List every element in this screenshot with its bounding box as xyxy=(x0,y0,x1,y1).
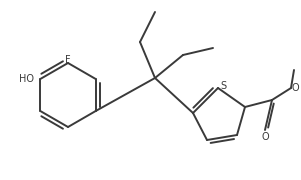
Text: O: O xyxy=(261,132,269,142)
Text: O: O xyxy=(292,83,299,93)
Text: S: S xyxy=(220,81,226,91)
Text: F: F xyxy=(65,55,71,65)
Text: HO: HO xyxy=(19,74,34,84)
